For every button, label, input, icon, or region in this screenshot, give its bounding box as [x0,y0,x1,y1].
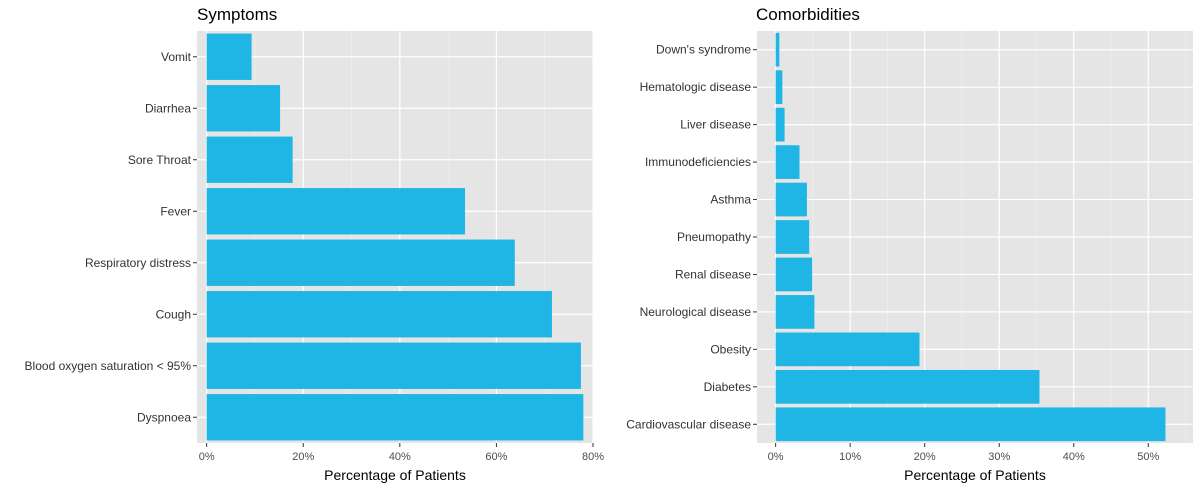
comorbidities-x-tick-label: 20% [914,451,936,463]
comorbidities-x-tick-label: 50% [1137,451,1159,463]
comorbidities-category-label: Down's syndrome [656,43,751,57]
symptoms-bar [206,394,584,441]
symptoms-category-label: Cough [156,307,191,321]
comorbidities-x-tick-label: 30% [988,451,1010,463]
comorbidities-category-label: Neurological disease [640,305,752,319]
symptoms-category-label: Respiratory distress [85,256,191,270]
symptoms-x-tick-label: 60% [485,451,507,463]
comorbidities-category-label: Asthma [710,193,751,207]
comorbidities-category-label: Cardiovascular disease [626,417,751,431]
symptoms-x-tick-label: 20% [292,451,314,463]
symptoms-category-label: Dyspnoea [137,410,191,424]
symptoms-x-tick-label: 0% [199,451,215,463]
comorbidities-category-label: Renal disease [675,267,751,281]
symptoms-category-label: Diarrhea [145,101,191,115]
symptoms-chart-title: Symptoms [197,5,277,24]
symptoms-bar [206,342,581,389]
symptoms-bar [206,239,515,286]
symptoms-bar [206,188,466,235]
comorbidities-bar [775,107,785,142]
comorbidities-category-label: Pneumopathy [677,230,751,244]
comorbidities-category-label: Obesity [710,342,751,356]
comorbidities-category-label: Immunodeficiencies [645,155,751,169]
comorbidities-category-label: Hematologic disease [640,80,752,94]
comorbidities-x-tick-label: 0% [768,451,784,463]
comorbidities-panel: Cardiovascular disease Diabetes Obesity Neu… [626,5,1193,483]
comorbidities-bar [775,70,783,105]
comorbidities-x-axis-title: Percentage of Patients [904,467,1046,483]
comorbidities-category-label: Diabetes [704,380,751,394]
comorbidities-x-tick-label: 10% [839,451,861,463]
symptoms-x-tick-label: 80% [582,451,604,463]
symptoms-panel: Dyspnoea Blood oxygen saturation < 95% Cou… [25,5,605,483]
comorbidities-bar [775,145,800,179]
comorbidities-bar [775,257,813,292]
symptoms-category-label: Blood oxygen saturation < 95% [25,359,192,373]
symptoms-bar [206,85,281,132]
symptoms-bar [206,136,293,183]
comorbidities-bar [775,32,780,67]
symptoms-bar [206,291,552,338]
comorbidities-bar [775,220,810,254]
comorbidities-bar [775,182,807,217]
symptoms-category-label: Fever [160,204,191,218]
comorbidities-bar [775,332,920,367]
comorbidities-bar [775,295,815,329]
comorbidities-bar [775,369,1040,404]
comorbidities-x-tick-label: 40% [1063,451,1085,463]
symptoms-category-label: Sore Throat [128,153,192,167]
symptoms-category-label: Vomit [161,50,192,64]
comorbidities-chart-title: Comorbidities [756,5,860,24]
comorbidities-bar [775,407,1166,442]
symptoms-bar [206,33,252,80]
symptoms-x-tick-label: 40% [389,451,411,463]
symptoms-x-axis-title: Percentage of Patients [324,467,466,483]
comorbidities-category-label: Liver disease [680,118,751,132]
